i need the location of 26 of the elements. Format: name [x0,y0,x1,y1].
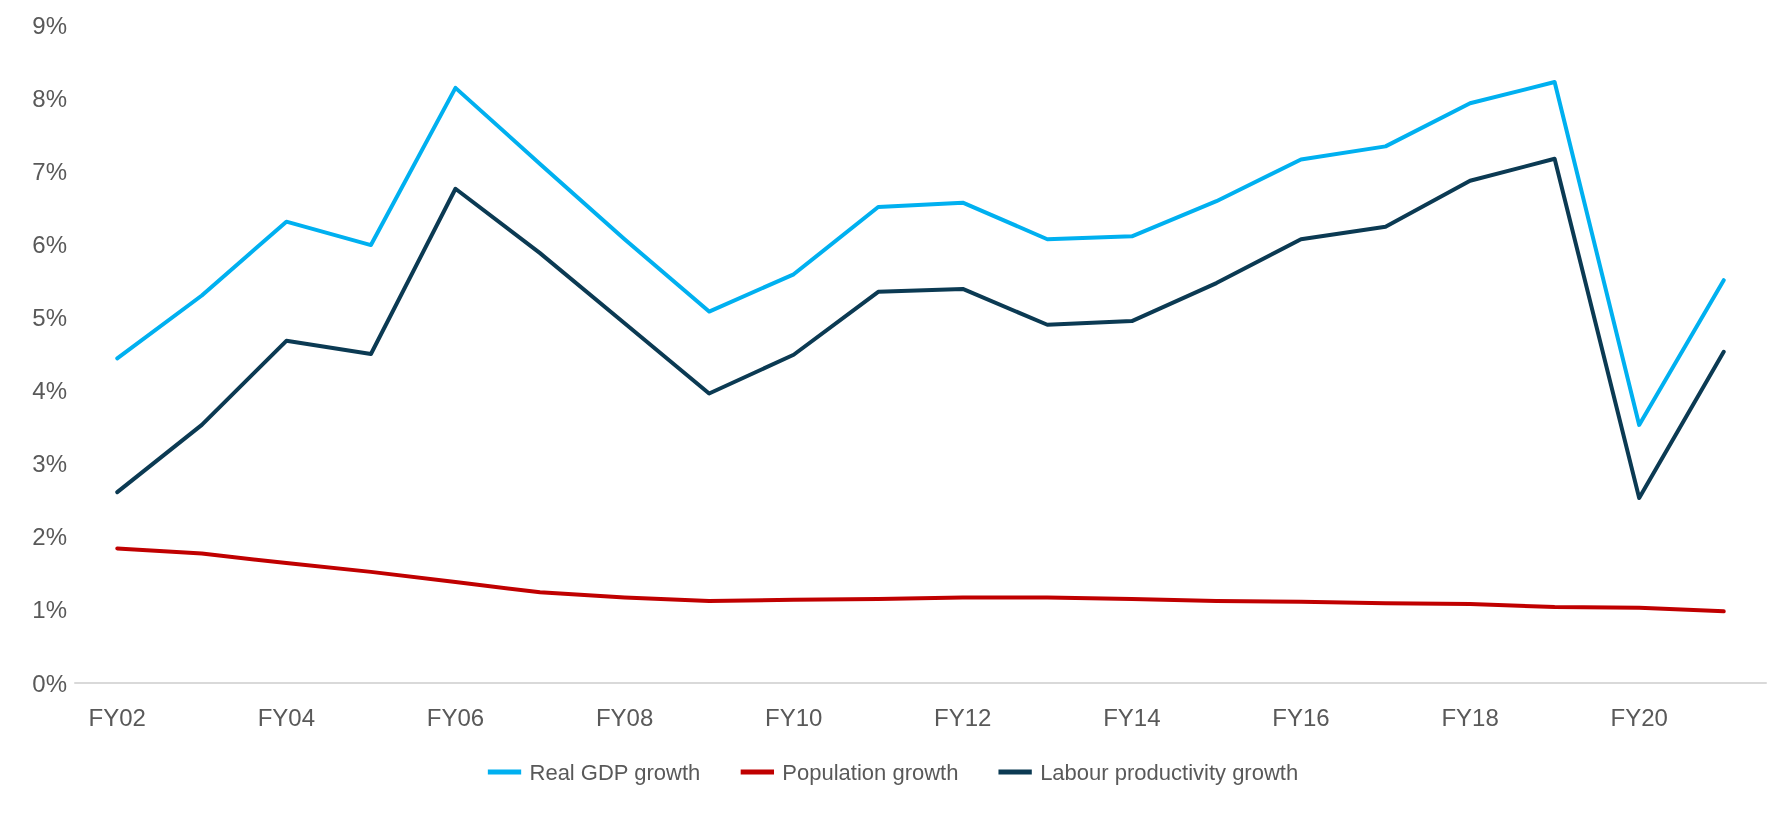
x-tick-label: FY02 [88,703,146,731]
y-tick-label: 1% [32,596,67,624]
x-tick-label: FY20 [1610,703,1668,731]
x-tick-label: FY04 [257,703,316,731]
y-tick-label: 0% [32,669,67,697]
legend-label: Population growth [782,759,959,785]
y-tick-label: 7% [32,157,67,185]
y-tick-label: 6% [32,230,67,258]
y-tick-label: 8% [32,84,67,112]
x-tick-label: FY14 [1103,703,1161,731]
x-tick-label: FY16 [1272,703,1330,731]
x-tick-label: FY12 [934,703,992,731]
y-tick-label: 2% [32,523,67,551]
x-tick-label: FY18 [1441,703,1499,731]
x-tick-label: FY06 [426,703,485,731]
line-series [115,156,1726,501]
x-tick-label: FY08 [595,703,654,731]
x-tick-label: FY10 [764,703,823,731]
legend-label: Real GDP growth [529,759,701,785]
y-tick-label: 5% [32,303,67,331]
legend-label: Labour productivity growth [1040,759,1299,785]
line-series [115,546,1726,614]
y-tick-label: 9% [32,11,67,39]
y-tick-label: 3% [32,450,67,478]
line-series [115,80,1726,427]
y-tick-label: 4% [32,377,67,405]
